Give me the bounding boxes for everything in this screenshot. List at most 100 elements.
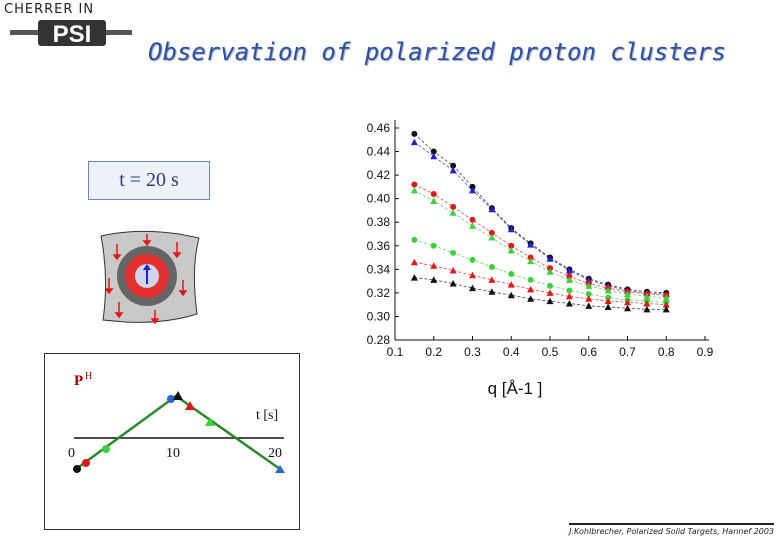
data-point xyxy=(430,148,437,155)
data-point xyxy=(527,276,534,283)
data-point xyxy=(566,273,573,280)
page-title: Observation of polarized proton clusters xyxy=(148,38,726,66)
series-line xyxy=(414,141,667,295)
data-point xyxy=(546,297,554,305)
y-tick-label: 0.34 xyxy=(367,262,391,276)
data-point xyxy=(527,254,534,261)
data-point xyxy=(546,268,554,275)
y-tick-label: 0.36 xyxy=(367,239,391,253)
data-point xyxy=(410,186,418,194)
data-point xyxy=(449,279,457,287)
data-point xyxy=(507,225,515,233)
data-point xyxy=(527,257,535,265)
data-point xyxy=(624,304,631,312)
data-point xyxy=(430,190,437,197)
data-point xyxy=(604,297,612,305)
data-point xyxy=(410,138,418,146)
data-point xyxy=(410,274,418,281)
data-point xyxy=(411,130,418,137)
data-point xyxy=(488,234,496,241)
data-point xyxy=(469,186,476,194)
logo-text: CHERRER IN xyxy=(4,2,95,17)
y-tick-label: 0.28 xyxy=(367,333,391,347)
data-point xyxy=(643,299,651,307)
x-tick-label: 0.3 xyxy=(464,345,481,359)
data-point xyxy=(449,166,457,174)
data-point xyxy=(450,203,457,210)
data-point xyxy=(662,305,670,313)
y-tick-label: 0.44 xyxy=(367,145,391,159)
data-point xyxy=(605,294,612,301)
y-tick-label: 0.30 xyxy=(367,309,391,323)
inset-point xyxy=(185,401,195,410)
data-point xyxy=(488,229,495,236)
inset-point xyxy=(205,417,215,426)
polarized-cluster-icon xyxy=(100,230,200,325)
main-chart: 0.28 0.30 0.32 0.34 0.36 0.38 0.40 0.42 0.44 0.46… xyxy=(367,120,714,398)
data-point xyxy=(643,305,651,313)
inset-x-label: t [s] xyxy=(256,408,278,423)
y-tick-label: 0.40 xyxy=(367,192,391,206)
psi-logo: PSI xyxy=(10,20,132,48)
data-point xyxy=(469,216,476,223)
inset-point xyxy=(82,459,90,467)
y-axis: 0.28 0.30 0.32 0.34 0.36 0.38 0.40 0.42 0.44 0.46 xyxy=(367,120,399,347)
series-line xyxy=(414,261,667,306)
inset-tick-20: 20 xyxy=(268,446,282,461)
data-point xyxy=(527,285,535,293)
data-point xyxy=(624,298,631,306)
plot-frame xyxy=(395,120,705,340)
x-tick-label: 0.7 xyxy=(619,345,636,359)
data-point xyxy=(469,183,476,190)
data-point xyxy=(662,294,670,301)
data-point xyxy=(604,303,612,311)
data-point xyxy=(565,292,573,300)
data-point xyxy=(411,236,418,243)
x-axis: 0.1 0.2 0.3 0.4 0.5 0.6 0.7 0.8 0.9 xyxy=(387,336,714,359)
data-point xyxy=(585,295,593,302)
x-tick-label: 0.4 xyxy=(503,345,520,359)
x-axis-label: q [Å-1 ] xyxy=(488,379,543,398)
data-point xyxy=(410,258,418,266)
data-point xyxy=(662,301,670,308)
x-tick-label: 0.8 xyxy=(658,345,675,359)
data-point xyxy=(527,241,535,248)
y-tick-label: 0.38 xyxy=(367,215,391,229)
inset-point xyxy=(102,445,110,453)
data-point xyxy=(565,267,573,274)
inset-point xyxy=(73,465,81,473)
inset-point xyxy=(173,391,183,400)
data-point xyxy=(507,246,515,254)
data-point xyxy=(546,289,554,296)
data-point xyxy=(585,302,593,309)
data-point xyxy=(507,281,515,288)
data-point xyxy=(488,288,496,295)
x-tick-label: 0.1 xyxy=(387,345,404,359)
time-label: t = 20 s xyxy=(88,161,210,200)
data-point xyxy=(469,284,476,292)
data-point xyxy=(469,256,476,263)
data-point xyxy=(430,242,437,249)
inset-tick-0: 0 xyxy=(68,446,75,461)
x-tick-label: 0.5 xyxy=(542,345,559,359)
data-point xyxy=(546,255,554,262)
data-point xyxy=(488,263,495,270)
logo-mark: PSI xyxy=(53,21,92,48)
data-point xyxy=(430,197,438,205)
data-point xyxy=(585,291,592,298)
series-line xyxy=(414,277,667,310)
y-tick-label: 0.42 xyxy=(367,168,391,182)
data-point xyxy=(411,181,418,188)
x-tick-label: 0.6 xyxy=(580,345,597,359)
x-tick-label: 0.9 xyxy=(697,345,714,359)
data-point xyxy=(527,295,535,302)
footer-credit: J.Kohlbrecher, Polarized Solid Targets, … xyxy=(569,523,774,536)
data-point xyxy=(585,282,593,289)
polarization-time-inset: P H t [s] 0 10 20 xyxy=(44,353,300,530)
data-point xyxy=(488,276,496,283)
x-tick-label: 0.2 xyxy=(425,345,442,359)
plot-area xyxy=(395,120,705,340)
y-tick-label: 0.46 xyxy=(367,121,391,135)
data-point xyxy=(449,209,457,216)
y-tick-label: 0.32 xyxy=(367,286,391,300)
